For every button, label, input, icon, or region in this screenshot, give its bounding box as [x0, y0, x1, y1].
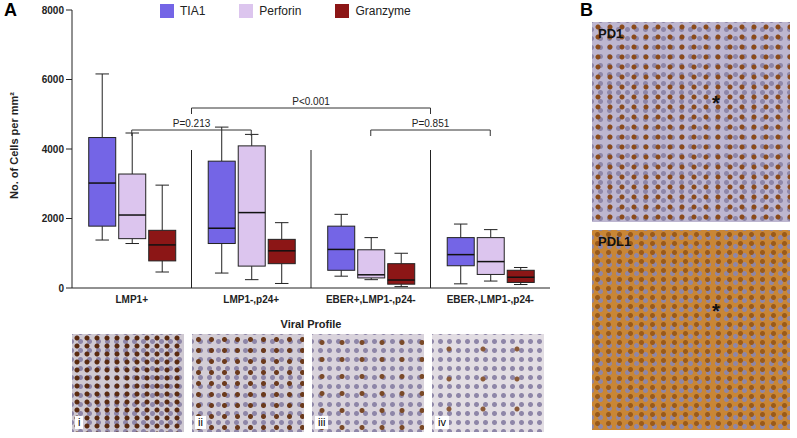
html-text:ii: ii [198, 416, 203, 428]
svg-text:P<0.001: P<0.001 [292, 96, 330, 107]
svg-text:LMP1+: LMP1+ [115, 294, 148, 305]
html-text:iv: iv [438, 416, 446, 428]
svg-text:EBER-,LMP1-,p24-: EBER-,LMP1-,p24- [447, 294, 534, 305]
html-text:i: i [78, 416, 81, 428]
svg-text:P=0.213: P=0.213 [173, 118, 211, 129]
svg-text:4000: 4000 [42, 144, 65, 155]
svg-text:EBER+,LMP1-,p24-: EBER+,LMP1-,p24- [326, 294, 416, 305]
html-text:TIA1: TIA1 [180, 4, 206, 18]
svg-text:6000: 6000 [42, 74, 65, 85]
html-text:B: B [580, 0, 593, 20]
svg-text:8000: 8000 [42, 5, 65, 16]
svg-text:2000: 2000 [42, 213, 65, 224]
svg-text:LMP1-,p24+: LMP1-,p24+ [223, 294, 279, 305]
html-text:Perforin: Perforin [259, 4, 302, 18]
svg-text:No. of Cells per mm²: No. of Cells per mm² [8, 92, 20, 199]
html-text:PD1: PD1 [598, 26, 624, 41]
html-text:iii: iii [318, 416, 326, 428]
svg-text:P=0.851: P=0.851 [412, 118, 450, 129]
html-text:PDL1: PDL1 [598, 234, 632, 249]
svg-text:0: 0 [58, 283, 64, 294]
svg-text:Viral Profile: Viral Profile [281, 318, 342, 330]
html-text:A: A [4, 0, 17, 20]
html-text:Granzyme: Granzyme [355, 4, 411, 18]
